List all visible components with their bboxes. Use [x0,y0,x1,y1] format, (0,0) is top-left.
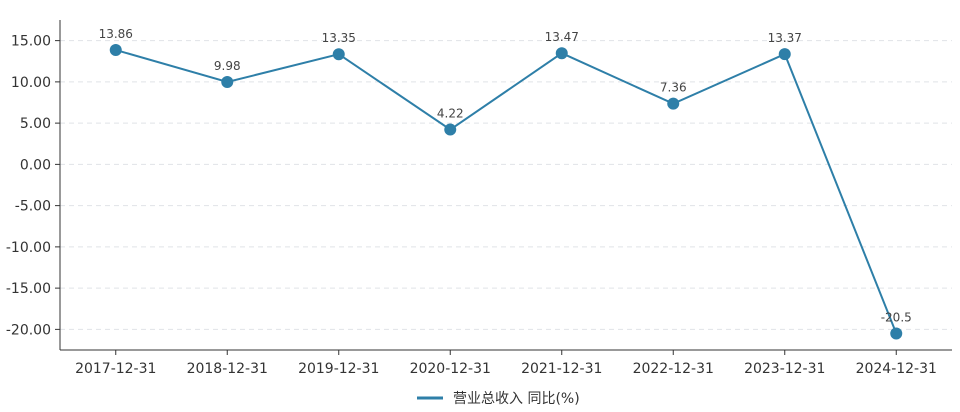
y-tick-label: 10.00 [11,75,51,91]
data-label: -20.5 [881,311,912,325]
x-tick-label: 2022-12-31 [633,361,714,377]
data-label: 13.86 [99,27,133,41]
data-label: 13.37 [768,31,802,45]
data-point [332,48,345,61]
y-tick-label: 5.00 [20,116,51,132]
data-label: 13.35 [322,31,356,45]
y-tick-label: -20.00 [6,322,51,338]
y-tick-label: -5.00 [15,199,51,215]
legend-label: 营业总收入 同比(%) [453,391,580,407]
data-point [555,47,568,60]
x-tick-label: 2018-12-31 [187,361,268,377]
x-tick-label: 2021-12-31 [521,361,602,377]
data-point [109,44,122,57]
data-labels: 13.86 9.98 13.35 4.22 13.47 7.36 13.37 -20.5 [99,27,912,324]
y-tick-label: 15.00 [11,34,51,50]
x-tick-label: 2019-12-31 [298,361,379,377]
data-point [778,48,791,61]
series [109,44,903,340]
x-tick-label: 2017-12-31 [75,361,156,377]
data-label: 9.98 [214,59,241,73]
data-label: 13.47 [545,30,579,44]
x-tick-label: 2024-12-31 [856,361,937,377]
x-tick-label: 2020-12-31 [410,361,491,377]
y-tick-label: 0.00 [20,157,51,173]
data-point [444,123,457,136]
data-label: 7.36 [660,81,687,95]
x-tick-label: 2023-12-31 [744,361,825,377]
series-line [115,49,898,334]
y-tick-label: -10.00 [6,240,51,256]
grid [60,40,952,330]
data-point [221,76,234,89]
axes: 15.00 10.00 5.00 0.00 -5.00 -10.00 -15.00 -20.0… [6,20,952,377]
data-point [890,327,903,340]
data-label: 4.22 [437,107,464,121]
legend[interactable]: 营业总收入 同比(%) [417,391,580,407]
y-tick-label: -15.00 [6,281,51,297]
data-point [667,97,680,110]
